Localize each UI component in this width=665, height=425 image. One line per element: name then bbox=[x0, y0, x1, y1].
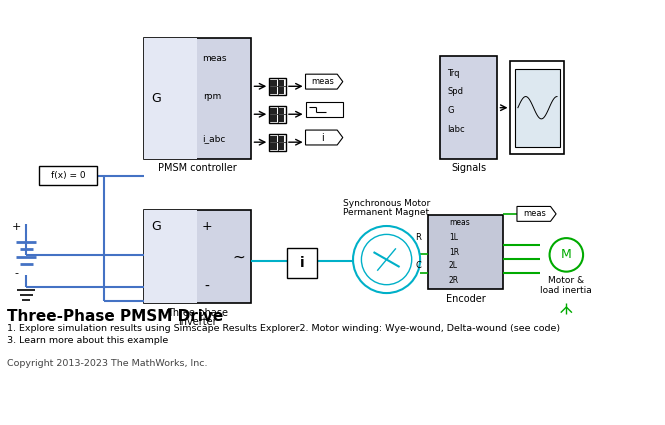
Bar bbox=[277, 136, 284, 142]
Text: Permanent Magnet: Permanent Magnet bbox=[344, 209, 430, 218]
Bar bbox=[515, 68, 560, 147]
Text: inverter: inverter bbox=[178, 317, 217, 327]
Text: i: i bbox=[299, 256, 304, 270]
Bar bbox=[144, 210, 251, 303]
Text: +: + bbox=[201, 221, 212, 233]
Polygon shape bbox=[517, 207, 556, 221]
Bar bbox=[428, 215, 503, 289]
Bar bbox=[270, 143, 277, 150]
Text: load inertia: load inertia bbox=[541, 286, 593, 295]
Bar bbox=[287, 248, 317, 278]
Bar bbox=[269, 78, 286, 95]
Bar bbox=[144, 210, 198, 303]
Text: Trq: Trq bbox=[447, 69, 460, 78]
Text: M: M bbox=[561, 248, 572, 261]
Text: Iabc: Iabc bbox=[447, 125, 465, 133]
Text: i: i bbox=[321, 133, 324, 142]
Text: meas: meas bbox=[523, 210, 546, 218]
Bar bbox=[277, 80, 284, 86]
Text: Synchronous Motor: Synchronous Motor bbox=[343, 199, 430, 208]
Bar bbox=[277, 108, 284, 114]
Text: -: - bbox=[204, 280, 209, 294]
Text: Motor &: Motor & bbox=[548, 277, 585, 286]
Text: G: G bbox=[152, 92, 162, 105]
Text: i_abc: i_abc bbox=[203, 134, 226, 143]
Text: R: R bbox=[415, 232, 421, 242]
Text: ~: ~ bbox=[232, 249, 245, 264]
Bar bbox=[277, 87, 284, 94]
Text: meas: meas bbox=[449, 218, 469, 227]
Bar bbox=[277, 115, 284, 122]
Bar bbox=[277, 143, 284, 150]
Text: f(x) = 0: f(x) = 0 bbox=[51, 171, 85, 180]
Text: C: C bbox=[415, 261, 421, 269]
Text: meas: meas bbox=[311, 77, 334, 86]
Bar bbox=[270, 136, 277, 142]
Text: G: G bbox=[447, 106, 454, 115]
Bar bbox=[269, 106, 286, 123]
Text: 1R: 1R bbox=[449, 248, 459, 257]
Text: 3. Learn more about this example: 3. Learn more about this example bbox=[7, 336, 169, 345]
Text: PMSM controller: PMSM controller bbox=[158, 163, 237, 173]
Polygon shape bbox=[305, 130, 342, 145]
Text: 1. Explore simulation results using Simscape Results Explorer2. Motor winding: W: 1. Explore simulation results using Sims… bbox=[7, 324, 561, 333]
Text: Three-phase: Three-phase bbox=[167, 308, 228, 317]
Circle shape bbox=[549, 238, 583, 272]
Bar bbox=[144, 38, 198, 159]
Text: Signals: Signals bbox=[451, 163, 486, 173]
Text: rpm: rpm bbox=[203, 92, 221, 101]
Text: 2L: 2L bbox=[449, 261, 458, 269]
Bar bbox=[39, 167, 97, 185]
Text: Spd: Spd bbox=[447, 88, 463, 96]
Bar bbox=[270, 80, 277, 86]
Text: 1L: 1L bbox=[449, 232, 458, 242]
Bar bbox=[269, 134, 286, 150]
Bar bbox=[144, 38, 251, 159]
Bar bbox=[511, 61, 565, 154]
Text: 2R: 2R bbox=[449, 275, 459, 284]
Circle shape bbox=[353, 226, 420, 293]
Circle shape bbox=[361, 235, 412, 285]
Text: G: G bbox=[152, 221, 162, 233]
Bar bbox=[270, 87, 277, 94]
Bar bbox=[270, 115, 277, 122]
Polygon shape bbox=[305, 74, 342, 89]
Text: Encoder: Encoder bbox=[446, 294, 485, 303]
Text: +: + bbox=[12, 222, 21, 232]
Bar bbox=[270, 108, 277, 114]
Text: meas: meas bbox=[202, 54, 227, 63]
Bar bbox=[440, 57, 497, 159]
Bar bbox=[305, 102, 342, 117]
Text: Three-Phase PMSM Drive: Three-Phase PMSM Drive bbox=[7, 309, 223, 324]
Text: -: - bbox=[15, 269, 19, 278]
Text: Copyright 2013-2023 The MathWorks, Inc.: Copyright 2013-2023 The MathWorks, Inc. bbox=[7, 359, 208, 368]
